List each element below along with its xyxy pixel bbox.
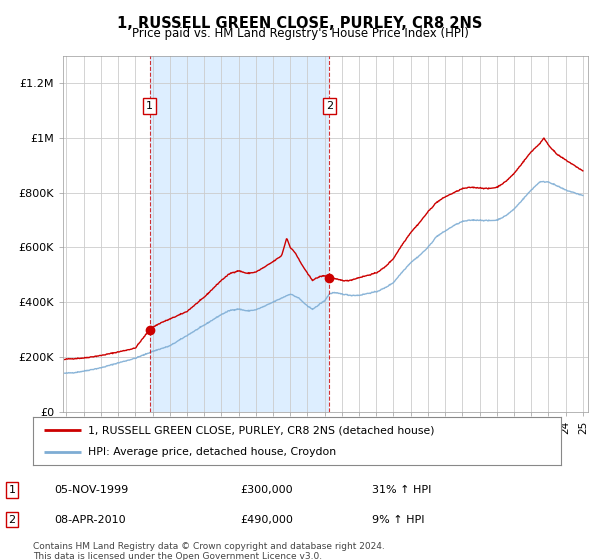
Text: Contains HM Land Registry data © Crown copyright and database right 2024.
This d: Contains HM Land Registry data © Crown c… xyxy=(33,542,385,560)
Text: Price paid vs. HM Land Registry's House Price Index (HPI): Price paid vs. HM Land Registry's House … xyxy=(131,27,469,40)
Text: 1: 1 xyxy=(8,485,16,495)
Text: £490,000: £490,000 xyxy=(240,515,293,525)
Text: 1, RUSSELL GREEN CLOSE, PURLEY, CR8 2NS (detached house): 1, RUSSELL GREEN CLOSE, PURLEY, CR8 2NS … xyxy=(88,425,435,435)
Text: 31% ↑ HPI: 31% ↑ HPI xyxy=(372,485,431,495)
Text: 2: 2 xyxy=(8,515,16,525)
Text: HPI: Average price, detached house, Croydon: HPI: Average price, detached house, Croy… xyxy=(88,447,337,457)
Text: 1, RUSSELL GREEN CLOSE, PURLEY, CR8 2NS: 1, RUSSELL GREEN CLOSE, PURLEY, CR8 2NS xyxy=(118,16,482,31)
Text: 05-NOV-1999: 05-NOV-1999 xyxy=(54,485,128,495)
Text: £300,000: £300,000 xyxy=(240,485,293,495)
Text: 1: 1 xyxy=(146,101,153,111)
Text: 2: 2 xyxy=(326,101,333,111)
Bar xyxy=(150,56,329,412)
Text: 9% ↑ HPI: 9% ↑ HPI xyxy=(372,515,425,525)
Text: 08-APR-2010: 08-APR-2010 xyxy=(54,515,125,525)
